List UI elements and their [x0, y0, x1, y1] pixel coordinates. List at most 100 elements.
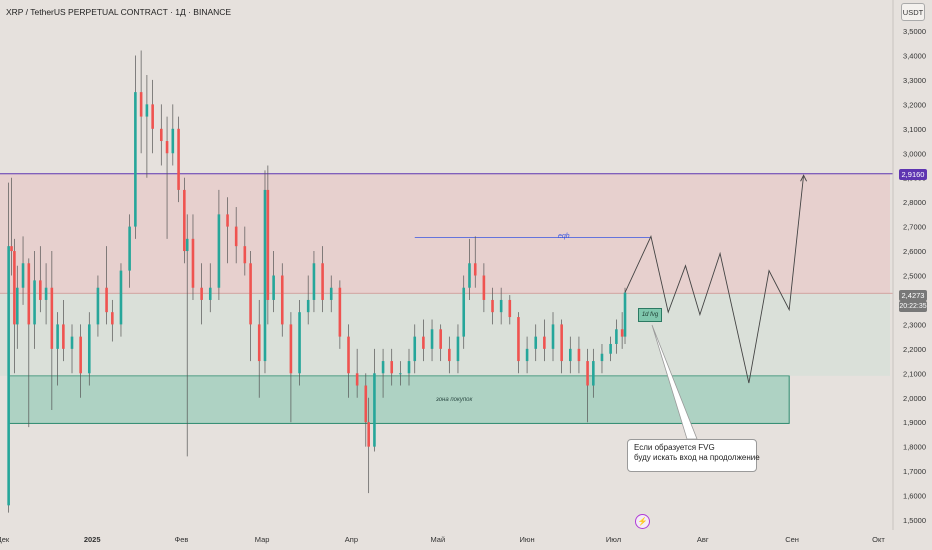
candle-body: [217, 214, 221, 288]
callout-line-2: буду искать вход на продолжение: [634, 453, 760, 463]
projection-arrowhead: [800, 174, 807, 182]
candle-body: [347, 336, 350, 374]
candle-body: [413, 336, 417, 362]
candle-body: [508, 299, 512, 318]
candle-body: [407, 361, 411, 374]
zone-supply: [0, 173, 890, 294]
candle-body: [615, 329, 618, 344]
candle-body: [551, 324, 555, 349]
candle-body: [298, 312, 301, 374]
candle-body: [499, 299, 503, 313]
y-tick-label: 3,3000: [903, 76, 926, 85]
candle-body: [422, 336, 425, 349]
callout-note[interactable]: Если образуется FVG буду искать вход на …: [627, 439, 760, 472]
candle-body: [134, 92, 137, 227]
candle-body: [609, 343, 612, 354]
candle-body: [249, 263, 252, 325]
candle-body: [56, 324, 59, 349]
candle-body: [33, 280, 36, 325]
x-tick-label: Июл: [606, 535, 621, 544]
candle-body: [560, 324, 563, 362]
zone-demand: [8, 375, 790, 424]
candle-body: [128, 226, 131, 271]
y-tick-label: 1,5000: [903, 516, 926, 525]
candle-body: [367, 422, 370, 447]
candle-body: [462, 287, 466, 337]
candle-body: [21, 263, 25, 288]
x-tick-label: Авг: [697, 535, 709, 544]
candle-body: [534, 336, 538, 349]
candle-body: [491, 299, 494, 313]
fvg-box[interactable]: 1d fvg: [638, 308, 662, 322]
candle-body: [62, 324, 65, 349]
candle-body: [234, 226, 238, 247]
candle-body: [111, 312, 114, 325]
x-tick-label: Мар: [255, 535, 270, 544]
candle-body: [27, 263, 31, 325]
candle-body: [185, 238, 189, 252]
candle-body: [151, 104, 154, 129]
candle-body: [525, 348, 529, 362]
candle-body: [430, 329, 434, 349]
x-tick-label: Июн: [520, 535, 535, 544]
candle-body: [482, 275, 486, 300]
candle-body: [50, 287, 54, 349]
candle-body: [105, 287, 108, 313]
candle-body: [79, 336, 82, 374]
y-tick-label: 2,2000: [903, 345, 926, 354]
candle-body: [165, 141, 169, 154]
currency-selector[interactable]: USDT: [901, 3, 925, 21]
buy-zone-label: зона покупок: [436, 397, 473, 403]
candle-body: [70, 336, 74, 349]
candle-body: [243, 246, 247, 264]
candle-body: [586, 361, 589, 386]
x-tick-label: Дек: [0, 535, 10, 544]
x-tick-label: Окт: [872, 535, 885, 544]
candle-body: [280, 275, 284, 325]
y-tick-label: 1,8000: [903, 443, 926, 452]
candle-body: [338, 287, 342, 337]
candle-body: [226, 214, 229, 227]
candle-body: [568, 348, 572, 362]
lightning-icon[interactable]: ⚡: [635, 514, 650, 529]
y-tick-label: 2,5000: [903, 272, 926, 281]
candle-body: [390, 361, 394, 374]
projection-path: [624, 175, 805, 384]
candle-body: [272, 275, 275, 300]
candle-body: [623, 292, 627, 337]
candle-body: [373, 373, 376, 447]
candle-body: [145, 104, 149, 117]
candle-body: [329, 287, 333, 300]
candle-body: [468, 263, 471, 288]
candle-body: [321, 263, 324, 300]
candle-body: [312, 263, 316, 300]
y-tick-label: 2,0000: [903, 394, 926, 403]
callout-line-1: Если образуется FVG: [634, 443, 715, 452]
candle-body: [15, 287, 19, 325]
candle-body: [171, 128, 175, 154]
y-tick-label: 2,1000: [903, 369, 926, 378]
candle-body: [399, 373, 402, 375]
candle-body: [473, 263, 477, 276]
candle-body: [439, 329, 442, 349]
candle-body: [306, 299, 310, 313]
candle-body: [191, 238, 195, 288]
candle-body: [456, 336, 460, 362]
y-tick-label: 3,4000: [903, 51, 926, 60]
candle-body: [266, 189, 270, 300]
y-tick-label: 1,7000: [903, 467, 926, 476]
candle-body: [87, 324, 91, 374]
current-price-tag: 2,4273: [899, 290, 927, 301]
candle-body: [257, 324, 261, 362]
candle-body: [263, 189, 267, 362]
y-tick-label: 2,8000: [903, 198, 926, 207]
candle-body: [448, 348, 451, 362]
x-tick-label: Фев: [175, 535, 189, 544]
candle-body: [200, 287, 203, 300]
y-tick-label: 2,3000: [903, 320, 926, 329]
zone-mid: [0, 293, 890, 376]
y-tick-label: 1,9000: [903, 418, 926, 427]
candle-body: [355, 373, 359, 386]
candle-body: [39, 280, 42, 300]
